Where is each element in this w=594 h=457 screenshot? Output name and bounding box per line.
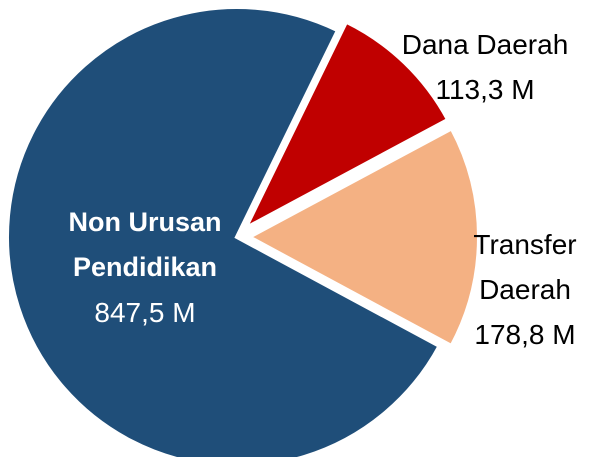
slice-label: Dana Daerah (401, 29, 569, 60)
value-label: 178,8 M (474, 319, 576, 350)
value-label: 847,5 M (94, 297, 196, 328)
pie-slice (5, 5, 443, 457)
pie-slice (240, 19, 451, 234)
slice-label: Transfer Daerah (473, 229, 577, 305)
pie-slice (244, 125, 481, 349)
value-label: 113,3 M (435, 74, 535, 105)
slice-label: Non Urusan Pendidikan (68, 207, 222, 282)
